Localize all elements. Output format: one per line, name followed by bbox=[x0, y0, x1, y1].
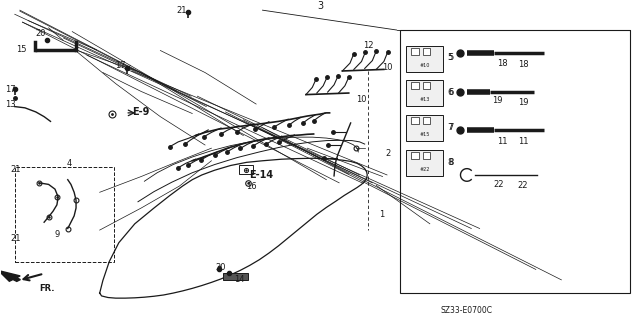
Text: 11: 11 bbox=[497, 137, 508, 146]
Text: 6: 6 bbox=[447, 88, 452, 97]
Text: 11: 11 bbox=[518, 137, 529, 146]
Text: 6: 6 bbox=[449, 88, 454, 97]
Text: 17: 17 bbox=[5, 85, 15, 94]
Bar bbox=[412, 48, 419, 55]
Text: E-9: E-9 bbox=[132, 107, 150, 117]
Text: 22: 22 bbox=[493, 180, 504, 189]
Text: 19: 19 bbox=[492, 96, 502, 105]
Text: 10: 10 bbox=[356, 95, 367, 104]
Text: 10: 10 bbox=[382, 63, 392, 72]
Bar bbox=[423, 117, 431, 124]
Bar bbox=[400, 30, 630, 293]
Text: SZ33-E0700C: SZ33-E0700C bbox=[441, 306, 493, 315]
Bar bbox=[15, 167, 114, 262]
Text: 8: 8 bbox=[447, 158, 452, 167]
Text: #15: #15 bbox=[420, 132, 430, 137]
Text: 22: 22 bbox=[518, 181, 529, 189]
Text: #10: #10 bbox=[420, 63, 430, 68]
Text: 17: 17 bbox=[115, 61, 126, 70]
Bar bbox=[423, 152, 431, 159]
Text: #22: #22 bbox=[420, 167, 430, 172]
Text: 13: 13 bbox=[5, 100, 15, 108]
Text: 7: 7 bbox=[447, 122, 452, 131]
Text: 7: 7 bbox=[449, 122, 454, 131]
Text: 20: 20 bbox=[216, 263, 227, 272]
Text: 2: 2 bbox=[385, 149, 390, 158]
Text: 9: 9 bbox=[54, 230, 60, 239]
Bar bbox=[412, 117, 419, 124]
Bar bbox=[223, 273, 248, 280]
Bar bbox=[412, 82, 419, 89]
Bar bbox=[406, 80, 444, 106]
Text: E-14: E-14 bbox=[249, 170, 273, 180]
Text: 18: 18 bbox=[497, 59, 508, 68]
Bar bbox=[239, 165, 253, 174]
Bar bbox=[412, 152, 419, 159]
Text: 14: 14 bbox=[234, 275, 244, 284]
Text: 3: 3 bbox=[317, 1, 323, 11]
Text: 20: 20 bbox=[35, 29, 45, 38]
Text: 21: 21 bbox=[11, 165, 21, 174]
Text: 4: 4 bbox=[67, 159, 72, 168]
FancyArrow shape bbox=[0, 271, 20, 281]
Bar bbox=[423, 82, 431, 89]
Text: 8: 8 bbox=[449, 158, 454, 167]
Text: 15: 15 bbox=[17, 45, 27, 54]
Text: 16: 16 bbox=[246, 182, 257, 191]
Text: 5: 5 bbox=[447, 53, 452, 62]
Text: 5: 5 bbox=[449, 53, 454, 62]
Text: 19: 19 bbox=[518, 98, 529, 107]
Text: FR.: FR. bbox=[39, 284, 54, 293]
Text: 21: 21 bbox=[11, 234, 21, 243]
Bar bbox=[406, 150, 444, 175]
Bar bbox=[423, 48, 431, 55]
Text: 21: 21 bbox=[176, 6, 187, 15]
Text: #13: #13 bbox=[420, 97, 430, 102]
Text: 18: 18 bbox=[518, 60, 529, 69]
Text: 12: 12 bbox=[363, 41, 373, 50]
Bar bbox=[406, 46, 444, 71]
Text: 1: 1 bbox=[379, 210, 384, 219]
Bar bbox=[406, 115, 444, 141]
